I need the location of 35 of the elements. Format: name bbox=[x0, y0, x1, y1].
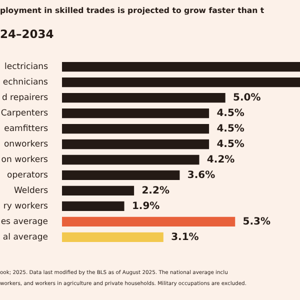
y-tick-label: Carpenters bbox=[0, 108, 49, 118]
y-tick-label: lectricians bbox=[4, 62, 49, 72]
y-tick-label: Welders bbox=[14, 186, 49, 196]
bar bbox=[62, 186, 134, 196]
y-tick-label: onworkers bbox=[4, 139, 49, 150]
bar bbox=[62, 92, 226, 103]
data-label: 3.6% bbox=[187, 170, 216, 181]
bar bbox=[62, 77, 300, 88]
bar bbox=[62, 139, 210, 150]
y-tick-label: al average bbox=[2, 232, 48, 242]
bar bbox=[62, 108, 210, 118]
y-tick-label: eamfitters bbox=[4, 124, 49, 134]
chart-subtitle: 24–2034 bbox=[0, 27, 54, 41]
bar bbox=[62, 62, 300, 72]
y-tick-label: ry workers bbox=[3, 201, 49, 212]
y-tick-label: on workers bbox=[1, 154, 49, 165]
data-label: 2.2% bbox=[142, 185, 170, 196]
data-label: 4.5% bbox=[216, 108, 244, 119]
bar bbox=[62, 124, 210, 134]
bar bbox=[62, 154, 200, 165]
data-label: 5.0% bbox=[233, 92, 261, 104]
data-label: 3.1% bbox=[171, 232, 199, 243]
data-label: 1.9% bbox=[132, 200, 160, 212]
y-tick-label: operators bbox=[7, 170, 49, 180]
y-tick-label: d repairers bbox=[2, 93, 49, 104]
data-label: 4.5% bbox=[216, 138, 244, 150]
bar bbox=[62, 232, 164, 242]
data-label: 5.3% bbox=[242, 216, 271, 228]
y-tick-label: es average bbox=[0, 216, 48, 227]
y-tick-label: echnicians bbox=[2, 78, 49, 88]
bar bbox=[62, 170, 180, 180]
data-label: 4.5% bbox=[216, 123, 244, 134]
data-label: 4.2% bbox=[206, 154, 235, 166]
bar bbox=[62, 201, 124, 212]
bar bbox=[62, 216, 236, 227]
